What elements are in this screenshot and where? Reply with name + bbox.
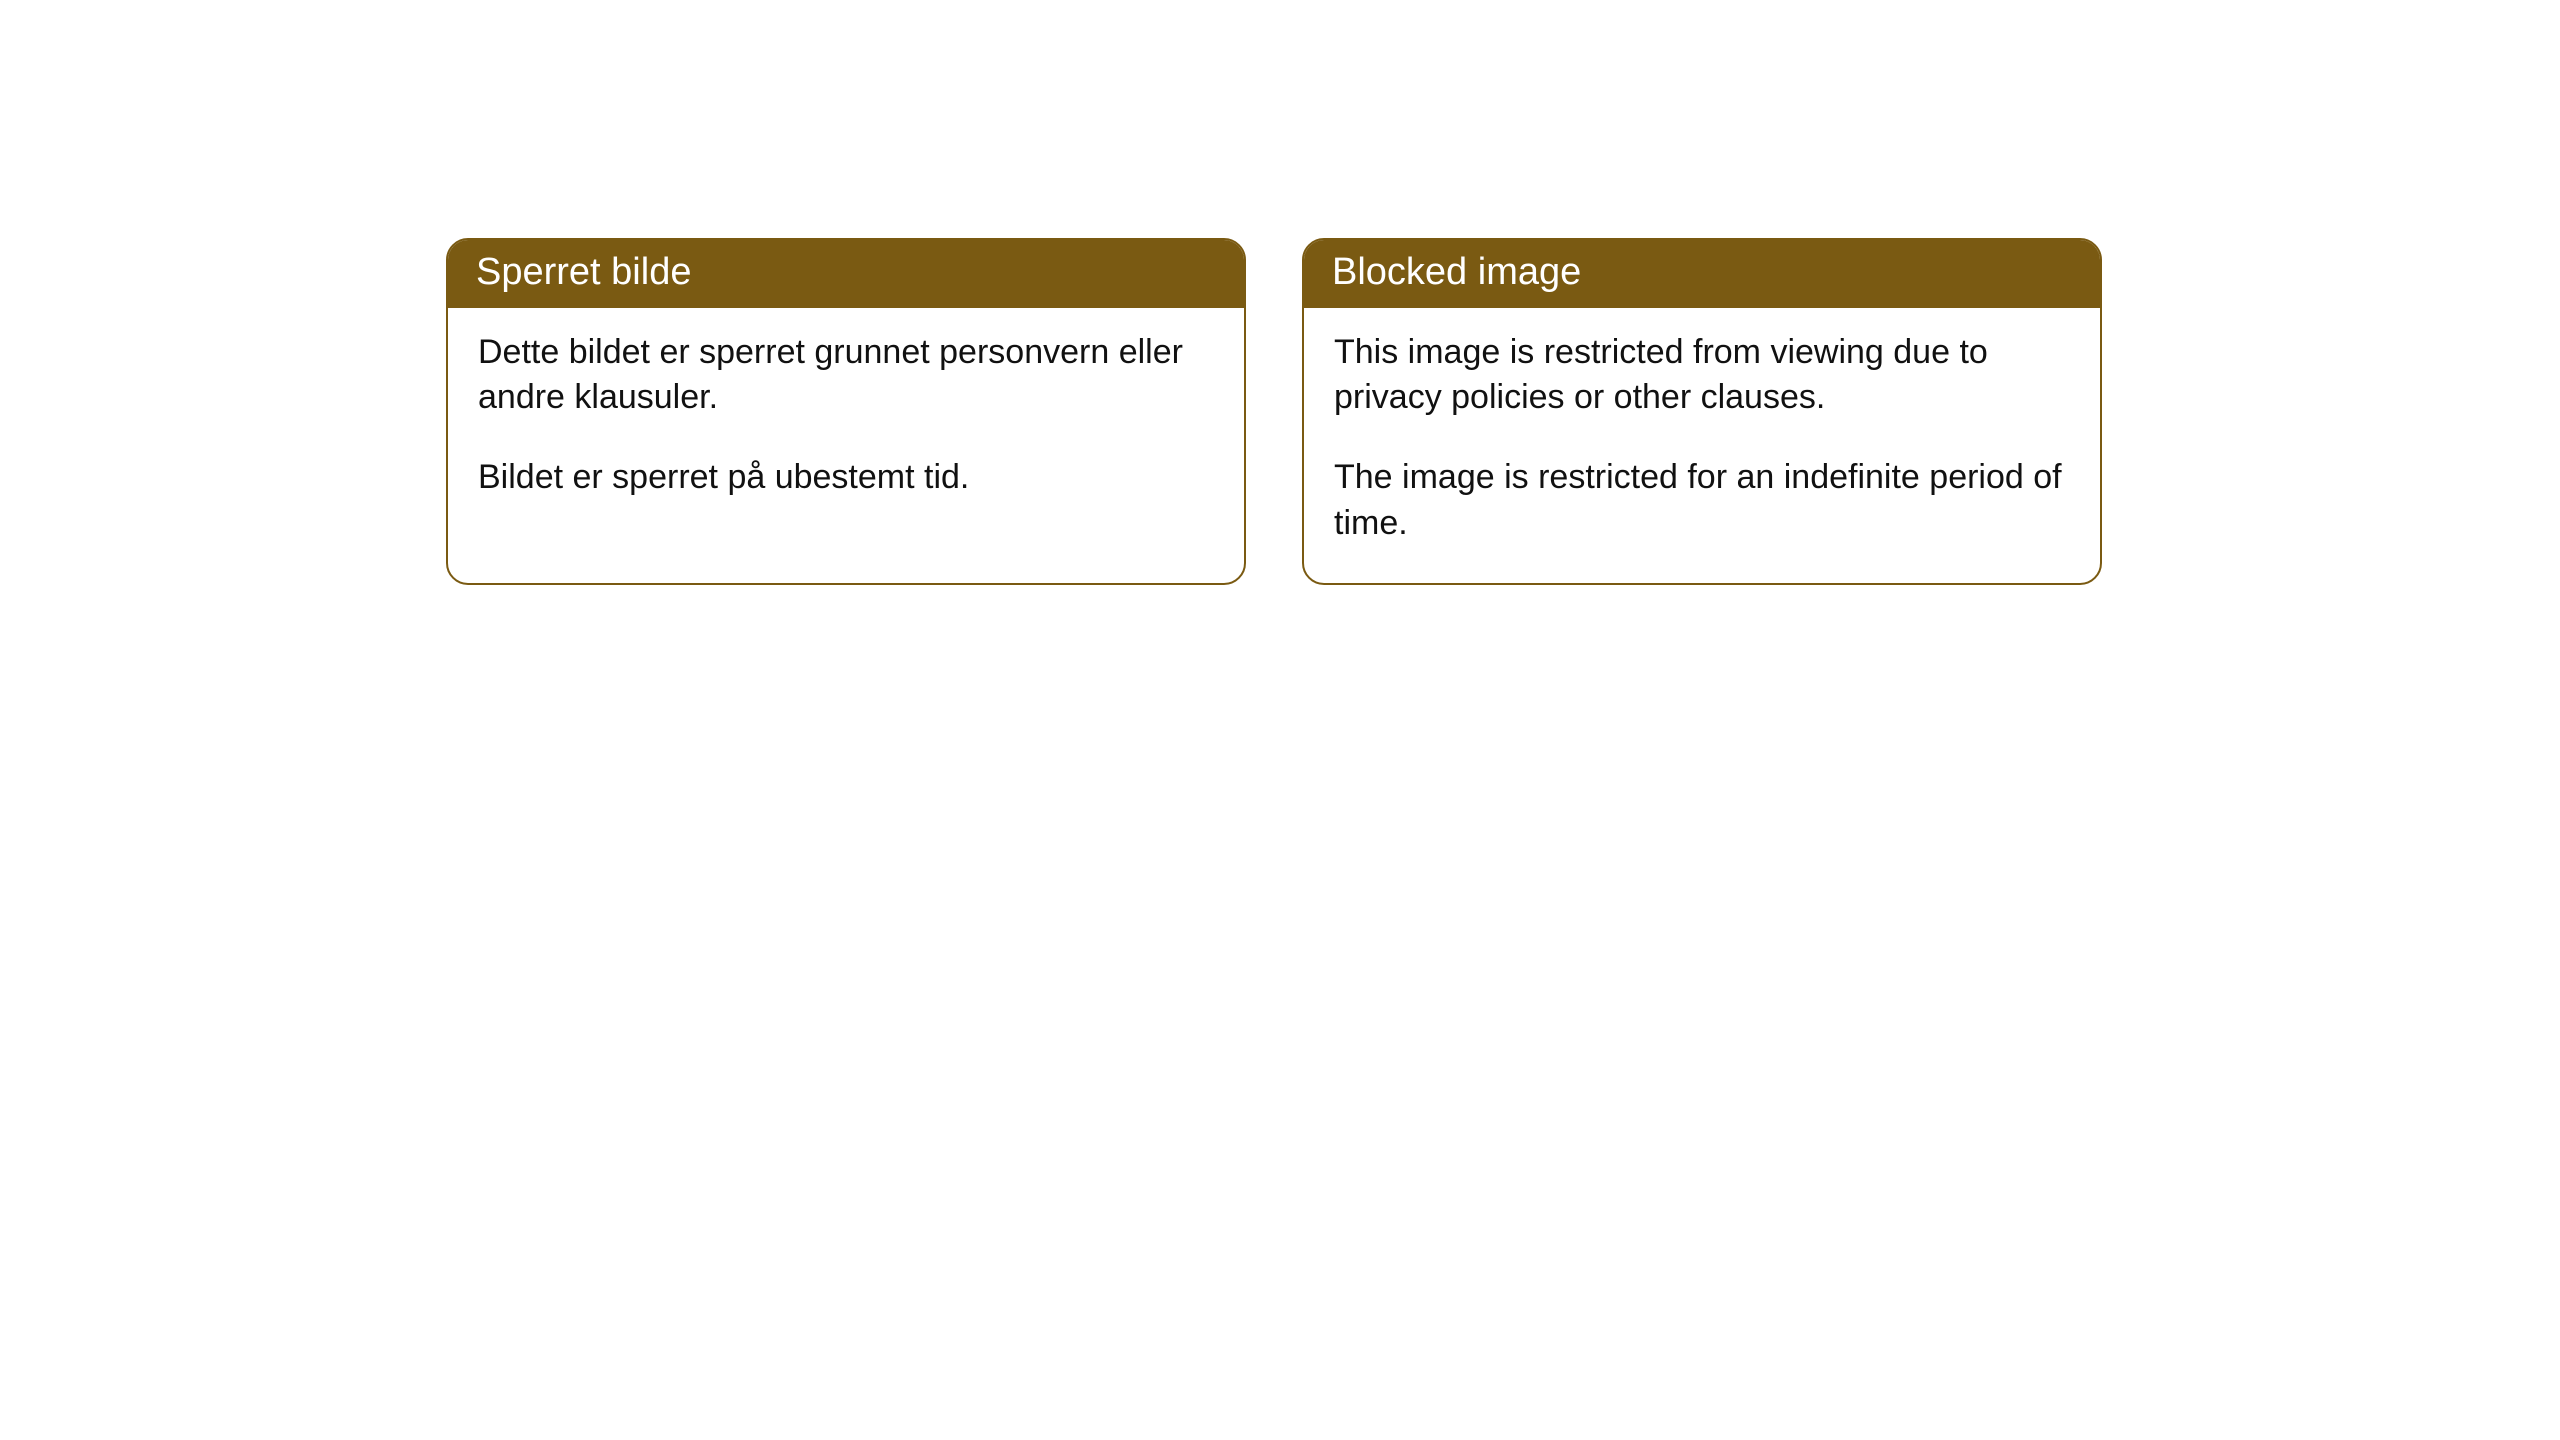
card-body: This image is restricted from viewing du…: [1304, 308, 2100, 584]
card-paragraph: Bildet er sperret på ubestemt tid.: [478, 455, 1214, 501]
notice-card-english: Blocked image This image is restricted f…: [1302, 238, 2102, 585]
card-paragraph: This image is restricted from viewing du…: [1334, 330, 2070, 422]
card-header: Sperret bilde: [448, 240, 1244, 308]
notice-cards-container: Sperret bilde Dette bildet er sperret gr…: [446, 238, 2102, 585]
card-body: Dette bildet er sperret grunnet personve…: [448, 308, 1244, 538]
card-paragraph: Dette bildet er sperret grunnet personve…: [478, 330, 1214, 422]
card-header: Blocked image: [1304, 240, 2100, 308]
card-paragraph: The image is restricted for an indefinit…: [1334, 455, 2070, 547]
notice-card-norwegian: Sperret bilde Dette bildet er sperret gr…: [446, 238, 1246, 585]
